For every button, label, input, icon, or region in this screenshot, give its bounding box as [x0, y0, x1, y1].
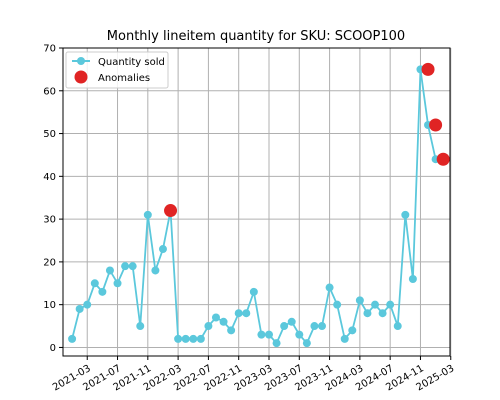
plot-frame: [62, 47, 451, 357]
anomaly-point: [421, 62, 435, 76]
y-tick-label: 40: [43, 172, 56, 183]
quantity-point: [143, 210, 152, 219]
quantity-point: [348, 326, 357, 335]
quantity-point: [242, 309, 251, 318]
quantity-line: [71, 69, 437, 345]
anomaly-point: [436, 152, 450, 166]
quantity-point: [174, 334, 183, 343]
axes: 0102030405060702021-032021-072021-112022…: [43, 44, 456, 394]
series-line-group: [68, 65, 440, 348]
quantity-point: [264, 330, 273, 339]
quantity-point: [189, 334, 198, 343]
legend-label-quantity: Quantity sold: [98, 57, 165, 68]
quantity-point: [151, 266, 160, 275]
y-tick-label: 10: [43, 300, 56, 311]
quantity-point: [302, 339, 311, 348]
anomaly-points: [164, 62, 450, 218]
quantity-point: [280, 322, 289, 331]
legend-marker-anomalies: [74, 70, 88, 84]
grid: [63, 47, 452, 356]
quantity-point: [90, 279, 99, 288]
quantity-point: [393, 322, 402, 331]
quantity-point: [136, 322, 145, 331]
quantity-point: [355, 296, 364, 305]
quantity-point: [325, 283, 334, 292]
quantity-point: [83, 300, 92, 309]
quantity-point: [211, 313, 220, 322]
quantity-point: [340, 334, 349, 343]
quantity-point: [408, 275, 417, 283]
quantity-point: [113, 279, 122, 288]
legend-box: [65, 51, 169, 89]
y-tick-label: 60: [43, 86, 56, 97]
quantity-point: [158, 245, 167, 254]
legend-label-anomalies: Anomalies: [98, 73, 150, 84]
quantity-point: [227, 326, 236, 335]
anomaly-point: [429, 118, 443, 132]
quantity-point: [378, 309, 387, 318]
quantity-point: [68, 334, 77, 343]
quantity-point: [310, 322, 319, 331]
quantity-point: [272, 339, 281, 348]
chart-title: Monthly lineitem quantity for SKU: SCOOP…: [107, 29, 405, 44]
quantity-point: [219, 317, 228, 326]
quantity-point: [234, 309, 243, 318]
quantity-point: [181, 334, 190, 343]
quantity-point: [363, 309, 372, 318]
legend-marker-quantity: [77, 57, 85, 65]
y-tick-label: 20: [43, 257, 56, 268]
quantity-point: [318, 322, 327, 331]
quantity-point: [287, 317, 296, 326]
quantity-point: [196, 334, 205, 343]
quantity-point: [98, 287, 107, 296]
quantity-point: [333, 300, 342, 309]
quantity-point: [249, 287, 258, 296]
quantity-point: [121, 262, 130, 271]
quantity-point: [401, 210, 410, 219]
y-tick-label: 50: [43, 129, 56, 140]
quantity-point: [204, 322, 213, 331]
y-tick-label: 70: [43, 44, 56, 55]
anomaly-point: [164, 204, 178, 218]
quantity-point: [386, 300, 395, 309]
legend: Quantity sold Anomalies: [65, 51, 169, 89]
y-tick-label: 30: [43, 215, 56, 226]
quantity-point: [128, 262, 137, 271]
quantity-point: [295, 330, 304, 339]
quantity-point: [371, 300, 380, 309]
quantity-point: [257, 330, 266, 339]
quantity-point: [105, 266, 114, 275]
quantity-point: [75, 304, 84, 313]
y-tick-label: 0: [50, 343, 56, 354]
